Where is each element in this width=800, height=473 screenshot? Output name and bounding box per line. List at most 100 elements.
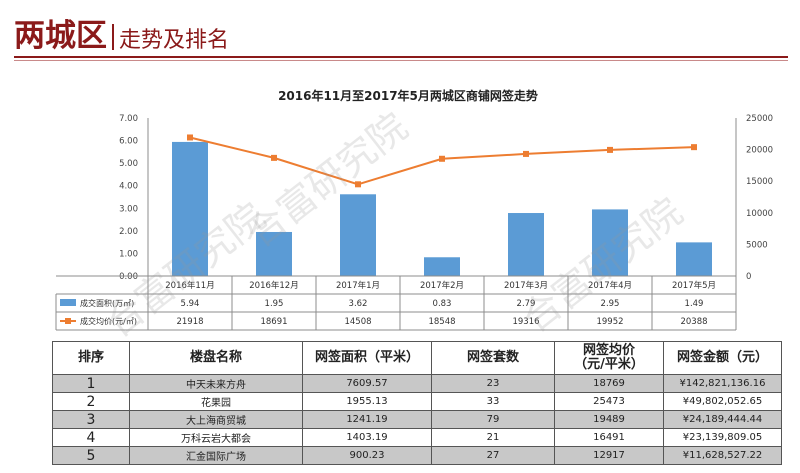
line-point (439, 155, 445, 162)
data-label-area: 1.49 (685, 299, 704, 309)
bar (172, 141, 208, 276)
data-label-area: 3.62 (349, 299, 368, 309)
legend-swatch-price-marker (65, 318, 71, 324)
x-tick-label: 2017年5月 (672, 280, 716, 291)
data-label-area: 1.95 (265, 299, 284, 309)
header-avg-price: 网签均价 （元/平米） (554, 341, 664, 375)
cell-area: 1241.19 (302, 410, 432, 429)
y-right-tick-label: 10000 (746, 209, 773, 219)
cell-project-name: 万科云岩大都会 (129, 428, 303, 447)
cell-project-name: 花果园 (129, 392, 303, 411)
data-label-price: 19316 (512, 317, 539, 327)
y-right-tick-label: 25000 (746, 114, 773, 124)
line-point (691, 144, 697, 151)
data-label-price: 14508 (344, 317, 371, 327)
trend-chart: 2016年11月至2017年5月两城区商铺网签走势 0.00 1.00 2.00 3.0… (55, 88, 773, 331)
y-right-tick-label: 5000 (746, 240, 768, 250)
y-left-tick-label: 5.00 (119, 159, 138, 169)
cell-avg-price: 25473 (554, 392, 664, 411)
cell-amount: ¥23,139,809.05 (663, 428, 782, 447)
table-row: 2 花果园 1955.13 33 25473 ¥49,802,052.65 (52, 392, 782, 411)
bar (256, 231, 292, 276)
data-label-price: 21918 (176, 317, 203, 327)
y-right-tick-label: 0 (746, 272, 751, 282)
cell-rank: 5 (52, 446, 130, 465)
bar (340, 194, 376, 276)
x-tick-label: 2017年4月 (588, 280, 632, 291)
x-tick-label: 2016年11月 (165, 280, 214, 291)
y-left-tick-label: 3.00 (119, 204, 138, 214)
cell-project-name: 汇金国际广场 (129, 446, 303, 465)
bar (592, 209, 628, 276)
cell-amount: ¥49,802,052.65 (663, 392, 782, 411)
data-label-price: 18548 (428, 317, 455, 327)
cell-units: 33 (431, 392, 555, 411)
cell-area: 7609.57 (302, 374, 432, 393)
legend-label-price: 成交均价(元/㎡) (80, 316, 137, 326)
cell-amount: ¥142,821,136.16 (663, 374, 782, 393)
data-label-area: 2.79 (517, 299, 536, 309)
y-right-tick-label: 20000 (746, 146, 773, 156)
table-header-row: 排序 楼盘名称 网签面积（平米） 网签套数 网签均价 （元/平米） 网签金额（元… (52, 341, 782, 375)
y-left-tick-label: 4.00 (119, 182, 138, 192)
header-rank: 排序 (52, 341, 130, 375)
chart-title: 2016年11月至2017年5月两城区商铺网签走势 (278, 88, 538, 103)
cell-avg-price: 12917 (554, 446, 664, 465)
y-left-tick-label: 6.00 (119, 137, 138, 147)
header-project-name: 楼盘名称 (129, 341, 303, 375)
cell-project-name: 中天未来方舟 (129, 374, 303, 393)
data-label-price: 20388 (680, 317, 707, 327)
data-label-area: 2.95 (601, 299, 620, 309)
cell-units: 21 (431, 428, 555, 447)
cell-units: 23 (431, 374, 555, 393)
title-rule (14, 56, 788, 58)
header-area: 网签面积（平米） (302, 341, 432, 375)
x-tick-label: 2016年12月 (249, 280, 298, 291)
table-row: 4 万科云岩大都会 1403.19 21 16491 ¥23,139,809.05 (52, 428, 782, 447)
line-point (271, 154, 277, 161)
x-tick-label: 2017年1月 (336, 280, 380, 291)
line-point (607, 146, 613, 153)
y-left-tick-label: 7.00 (119, 114, 138, 124)
table-row: 5 汇金国际广场 900.23 27 12917 ¥11,628,527.22 (52, 446, 782, 465)
cell-rank: 1 (52, 374, 130, 393)
cell-units: 79 (431, 410, 555, 429)
page-title-sub: 走势及排名 (119, 28, 230, 53)
data-label-price: 18691 (260, 317, 287, 327)
cell-avg-price: 16491 (554, 428, 664, 447)
line-point (187, 134, 193, 141)
y-left-tick-label: 2.00 (119, 227, 138, 237)
cell-units: 27 (431, 446, 555, 465)
cell-rank: 3 (52, 410, 130, 429)
line-point (355, 181, 361, 188)
cell-amount: ¥24,189,444.44 (663, 410, 782, 429)
cell-rank: 4 (52, 428, 130, 447)
x-tick-label: 2017年2月 (420, 280, 464, 291)
y-right-tick-label: 15000 (746, 177, 773, 187)
table-row: 1 中天未来方舟 7609.57 23 18769 ¥142,821,136.16 (52, 374, 782, 393)
table-row: 3 大上海商贸城 1241.19 79 19489 ¥24,189,444.44 (52, 410, 782, 429)
legend-label-area: 成交面积(万㎡) (80, 298, 134, 308)
bar (424, 257, 460, 276)
line-point (523, 150, 529, 157)
legend-swatch-area (60, 299, 76, 306)
header-amount: 网签金额（元） (663, 341, 782, 375)
y-left-tick-label: 1.00 (119, 249, 138, 259)
page-title-main: 两城区 (14, 18, 107, 54)
page-title: 两城区 走势及排名 (14, 8, 229, 52)
cell-area: 900.23 (302, 446, 432, 465)
bar (508, 213, 544, 276)
cell-project-name: 大上海商贸城 (129, 410, 303, 429)
cell-avg-price: 18769 (554, 374, 664, 393)
data-label-area: 0.83 (433, 299, 452, 309)
data-label-price: 19952 (596, 317, 623, 327)
title-separator (112, 24, 114, 50)
cell-rank: 2 (52, 392, 130, 411)
header-units: 网签套数 (431, 341, 555, 375)
y-left-tick-label: 0.00 (119, 272, 138, 282)
title-rule-thin (14, 60, 788, 61)
bar (676, 242, 712, 276)
ranking-table: 排序 楼盘名称 网签面积（平米） 网签套数 网签均价 （元/平米） 网签金额（元… (52, 341, 782, 465)
cell-amount: ¥11,628,527.22 (663, 446, 782, 465)
cell-avg-price: 19489 (554, 410, 664, 429)
